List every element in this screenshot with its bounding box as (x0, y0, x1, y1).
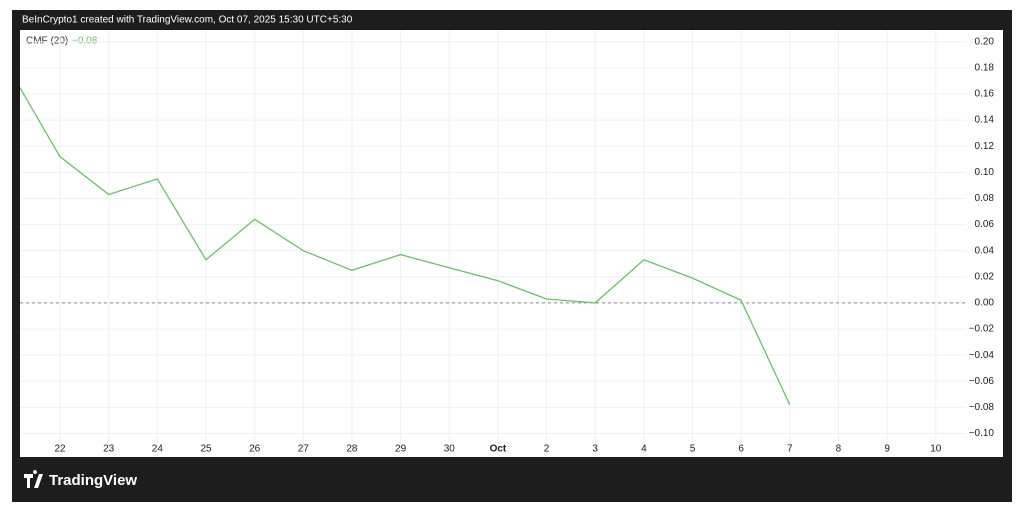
y-tick-label: 0.02 (975, 271, 995, 282)
x-tick-label: 3 (592, 444, 598, 455)
x-tick-label: 30 (444, 444, 456, 455)
y-tick-label: −0.10 (969, 428, 995, 439)
y-tick-label: 0.10 (975, 167, 995, 178)
x-tick-label: 24 (152, 444, 164, 455)
x-tick-label: 27 (298, 444, 310, 455)
legend-label: CMF (20) (26, 36, 68, 47)
x-tick-label: 28 (346, 444, 358, 455)
x-tick-label: 4 (641, 444, 647, 455)
x-tick-label: 10 (930, 444, 942, 455)
x-tick-label: 6 (738, 444, 744, 455)
y-tick-label: 0.06 (975, 219, 995, 230)
header: BeInCrypto1 created with TradingView.com… (22, 15, 353, 26)
legend-value: −0.08 (72, 36, 98, 47)
x-tick-label: 7 (787, 444, 793, 455)
y-tick-label: −0.02 (969, 324, 995, 335)
plot (20, 30, 966, 457)
x-tick-label: Oct (490, 444, 507, 455)
y-tick-label: −0.04 (969, 350, 995, 361)
x-tick-label: 23 (103, 444, 115, 455)
x-tick-label: 5 (690, 444, 696, 455)
x-tick-label: 29 (395, 444, 407, 455)
y-tick-label: 0.12 (975, 141, 995, 152)
y-tick-label: 0.14 (975, 115, 995, 126)
x-tick-label: 22 (54, 444, 66, 455)
x-tick-label: 26 (249, 444, 261, 455)
logo (24, 470, 43, 488)
y-tick-label: 0.04 (975, 245, 995, 256)
y-tick-label: 0.16 (975, 89, 995, 100)
y-tick-label: −0.06 (969, 376, 995, 387)
line-series (20, 86, 791, 406)
x-tick-label: 25 (200, 444, 212, 455)
y-tick-label: 0.18 (975, 63, 995, 74)
y-tick-label: 0.20 (975, 36, 995, 47)
y-tick-label: −0.08 (969, 402, 995, 413)
x-tick-label: 2 (544, 444, 550, 455)
watermark: TradingView (49, 472, 137, 489)
x-tick-label: 9 (884, 444, 890, 455)
y-tick-label: 0.00 (975, 298, 995, 309)
plot-background (20, 30, 1003, 457)
y-tick-label: 0.08 (975, 193, 995, 204)
x-tick-label: 8 (836, 444, 842, 455)
